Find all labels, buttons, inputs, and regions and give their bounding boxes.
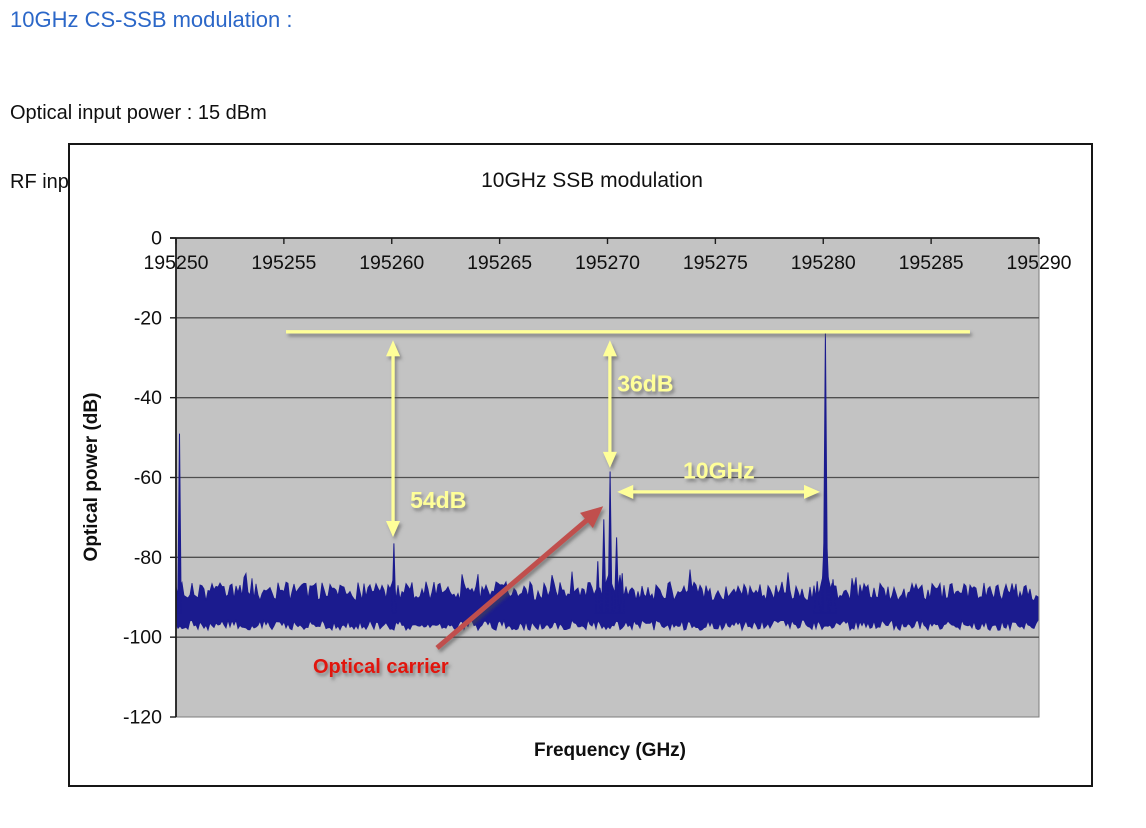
carrier-sidelobe	[595, 561, 601, 614]
x-tick-label: 195290	[1006, 252, 1071, 274]
optical-input-power-line: Optical input power : 15 dBm	[10, 102, 267, 124]
page-heading: 10GHz CS-SSB modulation :	[10, 7, 293, 32]
y-tick-label: -20	[134, 307, 162, 329]
y-axis-title: Optical power (dB)	[81, 393, 102, 562]
suppression-54db-arrow-head-down	[386, 521, 400, 537]
x-tick-label: 195280	[791, 252, 856, 274]
y-tick-label: -40	[134, 387, 162, 409]
y-tick-label: -80	[134, 547, 162, 569]
optical-carrier-label: Optical carrier	[313, 656, 449, 678]
sideband-shoulder	[829, 579, 837, 614]
spectrum-chart: 195250 195255 195260 195265 195270 195275 1952…	[81, 169, 1072, 761]
residual-peak-195250	[177, 433, 182, 614]
carrier-36db-arrow-label: 36dB	[617, 371, 673, 397]
y-tick-label: -120	[123, 707, 162, 729]
optical-carrier-pointer-head	[580, 506, 604, 529]
spacing-10ghz-label: 10GHz	[683, 457, 755, 483]
x-axis-title: Frequency (GHz)	[534, 740, 686, 761]
x-tick-label: 195285	[899, 252, 964, 274]
x-tick-label: 195275	[683, 252, 748, 274]
spacing-10ghz-arrow-head-right	[804, 484, 820, 499]
y-tick-label: -100	[123, 627, 162, 649]
y-tick-label: 0	[151, 228, 162, 250]
suppression-54db-arrow-head-up	[386, 340, 400, 357]
carrier-sidelobe	[601, 519, 607, 614]
spurious-peak-195260	[391, 543, 397, 614]
suppression-54db-arrow-label: 54dB	[410, 487, 466, 513]
carrier-sidelobe	[619, 573, 625, 614]
annotations: 54dB 36dB 10GHz Optical carrier	[286, 330, 970, 678]
sideband-shoulder	[813, 581, 821, 614]
x-tick-label: 195260	[359, 252, 424, 274]
carrier-sidelobe	[613, 537, 620, 614]
x-tick-label: 195270	[575, 252, 640, 274]
x-tick-label: 195255	[251, 252, 316, 274]
ssb-sideband-peak	[822, 332, 829, 614]
spacing-10ghz-arrow-head-left	[617, 484, 634, 499]
x-tick-label: 195265	[467, 252, 532, 274]
x-tick-label: 195250	[143, 252, 208, 274]
y-tick-label: -60	[134, 467, 162, 489]
optical-carrier-peak	[607, 471, 613, 614]
chart-frame: 195250 195255 195260 195265 195270 195275 1952…	[68, 143, 1093, 787]
carrier-36db-arrow-head-down	[602, 451, 617, 468]
carrier-36db-arrow-head-up	[602, 340, 617, 357]
chart-title: 10GHz SSB modulation	[481, 169, 703, 192]
optical-carrier-pointer-shaft	[435, 513, 595, 650]
